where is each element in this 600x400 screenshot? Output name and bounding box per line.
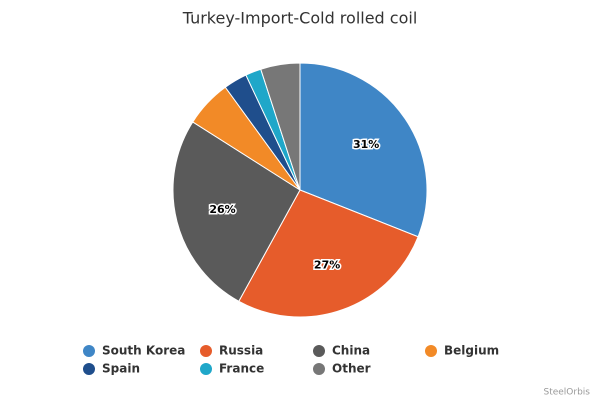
legend-marker <box>313 363 325 375</box>
credit: SteelOrbis <box>543 388 590 398</box>
legend-label: Spain <box>102 362 140 376</box>
legend-label: Other <box>332 362 371 376</box>
legend-marker <box>313 345 325 357</box>
chart-title: Turkey-Import-Cold rolled coil <box>182 9 418 28</box>
pie-slice <box>238 189 419 318</box>
legend-marker <box>200 345 212 357</box>
data-label: 26% <box>209 203 235 216</box>
legend-marker <box>83 345 95 357</box>
legend-label: Russia <box>219 344 263 358</box>
legend-label: France <box>219 362 264 376</box>
legend-label: Belgium <box>444 344 499 358</box>
data-label: 27% <box>314 258 340 271</box>
pie-slice <box>260 62 301 191</box>
legend-marker <box>83 363 95 375</box>
data-label: 31% <box>353 138 379 151</box>
pie-slice <box>172 121 301 302</box>
legend-label: South Korea <box>102 344 185 358</box>
legend-marker <box>425 345 437 357</box>
legend-label: China <box>332 344 370 358</box>
legend-marker <box>200 363 212 375</box>
pie-slice <box>299 62 428 238</box>
